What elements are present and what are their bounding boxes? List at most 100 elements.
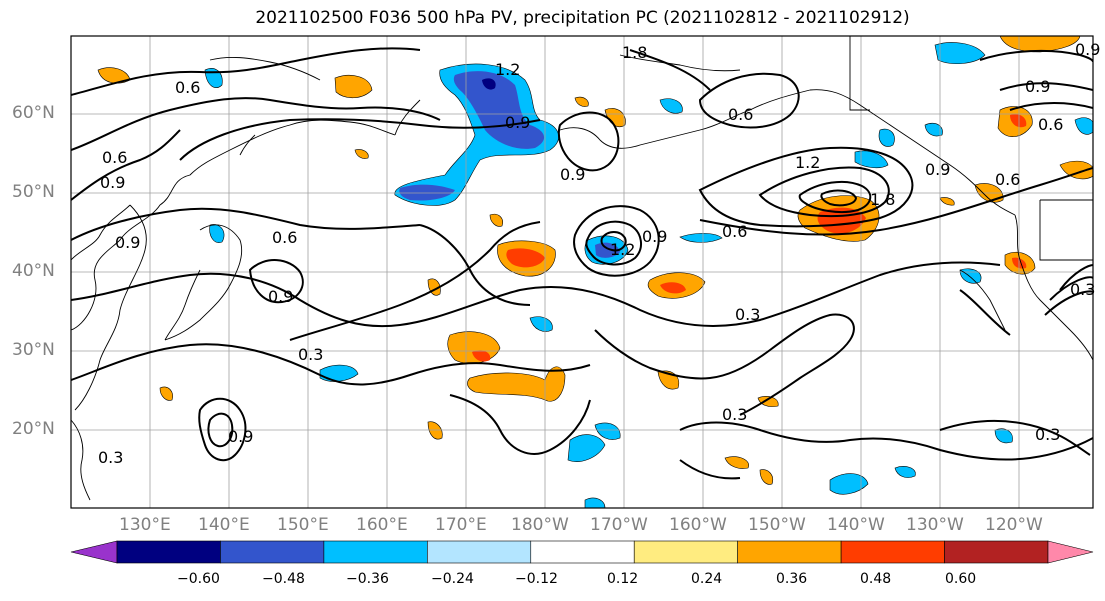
shade-blob [759, 469, 773, 485]
colorbar-tick: 0.24 [691, 571, 723, 587]
lon-label: 130°E [119, 515, 171, 535]
shade-blob [209, 224, 225, 243]
shade-blob [924, 122, 943, 137]
lon-label: 170°W [590, 515, 648, 535]
colorbar-tick: −0.60 [177, 571, 220, 587]
shade-blob [894, 466, 916, 478]
contour-label: 0.9 [228, 427, 253, 446]
shade-blob [319, 364, 359, 382]
contour-label: 0.6 [995, 170, 1020, 189]
shade-blob [482, 78, 496, 90]
contour-label: 0.9 [642, 227, 667, 246]
contour-label: 0.9 [505, 113, 530, 132]
colorbar-tick: 0.36 [776, 571, 808, 587]
contour-label: 0.6 [175, 78, 200, 97]
lon-label: 130°W [906, 515, 964, 535]
shade-blob [584, 497, 606, 508]
shade-blob [453, 71, 545, 149]
lon-label: 160°W [669, 515, 727, 535]
graticule [71, 36, 1093, 508]
shade-blob [999, 36, 1081, 53]
colorbar-tick: −0.48 [262, 571, 305, 587]
colorbar-tick: −0.12 [515, 571, 558, 587]
lon-label: 180°W [511, 515, 569, 535]
contour-label: 0.6 [272, 228, 297, 247]
shade-blob [399, 184, 455, 201]
shade-blob [567, 434, 606, 462]
contour-label: 0.6 [728, 105, 753, 124]
shade-blob [679, 233, 723, 243]
contour-label: 1.8 [622, 43, 647, 62]
shade-blob [334, 75, 373, 99]
colorbar-extend-high [1047, 540, 1094, 564]
colorbar-segment [116, 540, 221, 564]
contour-label: 1.2 [610, 240, 635, 259]
shade-blob [878, 128, 895, 147]
shade-blob [934, 42, 986, 64]
contour-label: 1.2 [495, 60, 520, 79]
shade-blob [574, 96, 589, 107]
contour-label: 0.6 [1038, 115, 1063, 134]
colorbar-segment [633, 540, 738, 564]
contour-label: 0.6 [102, 148, 127, 167]
lon-label: 160°E [356, 515, 408, 535]
shade-blob [529, 316, 553, 332]
shade-blob [506, 248, 545, 268]
contour-label: 0.9 [268, 287, 293, 306]
colorbar-tick: 0.12 [607, 571, 639, 587]
lat-label: 40°N [12, 261, 55, 281]
lat-label: 20°N [12, 419, 55, 439]
contour-label: 0.9 [100, 173, 125, 192]
shade-blob [1010, 114, 1027, 128]
shade-blob [1074, 117, 1093, 135]
lon-label: 150°W [748, 515, 806, 535]
contour-label: 0.9 [925, 160, 950, 179]
shade-blob [724, 456, 749, 469]
shade-blob [159, 386, 173, 401]
lat-label: 50°N [12, 182, 55, 202]
contour-label: 0.3 [98, 448, 123, 467]
map-title: 2021102500 F036 500 hPa PV, precipitatio… [255, 8, 910, 28]
shade-blob [594, 422, 621, 440]
colorbar-tick: 0.60 [945, 571, 977, 587]
colorbar-segment [220, 540, 325, 564]
colorbar-segment [944, 540, 1049, 564]
shade-blob [829, 473, 869, 495]
map-frame [70, 35, 1094, 509]
shade-blob [427, 421, 443, 440]
colorbar [70, 540, 1094, 564]
lon-label: 170°E [435, 515, 487, 535]
contour-label: 1.2 [795, 153, 820, 172]
contour-label: 1.8 [870, 190, 895, 209]
shade-blob [467, 366, 566, 402]
contour-label: 0.3 [1070, 280, 1095, 299]
shade-blob [660, 282, 686, 294]
colorbar-segment [530, 540, 635, 564]
shade-blob [994, 428, 1013, 444]
shade-blob [595, 242, 620, 258]
contour-label: 0.3 [298, 345, 323, 364]
contour-label: 0.6 [722, 222, 747, 241]
shade-blob [447, 331, 501, 364]
lon-label: 140°W [827, 515, 885, 535]
lon-label: 150°E [277, 515, 329, 535]
contour-label: 0.9 [1025, 77, 1050, 96]
colorbar-tick: −0.36 [346, 571, 389, 587]
contour-label: 0.3 [1035, 425, 1060, 444]
coastlines [71, 36, 1093, 501]
contour-label: 0.9 [560, 165, 585, 184]
lat-label: 60°N [12, 103, 55, 123]
colorbar-segment [323, 540, 428, 564]
colorbar-segment [427, 540, 532, 564]
shade-blob [959, 268, 982, 284]
lon-label: 120°W [985, 515, 1043, 535]
lat-label: 30°N [12, 340, 55, 360]
shade-blob [472, 350, 491, 362]
contour-label: 0.9 [115, 233, 140, 252]
colorbar-segment [840, 540, 945, 564]
colorbar-segment [737, 540, 842, 564]
pv-contours [71, 47, 1093, 480]
shade-blob [659, 98, 683, 114]
colorbar-extend-low [70, 540, 118, 564]
